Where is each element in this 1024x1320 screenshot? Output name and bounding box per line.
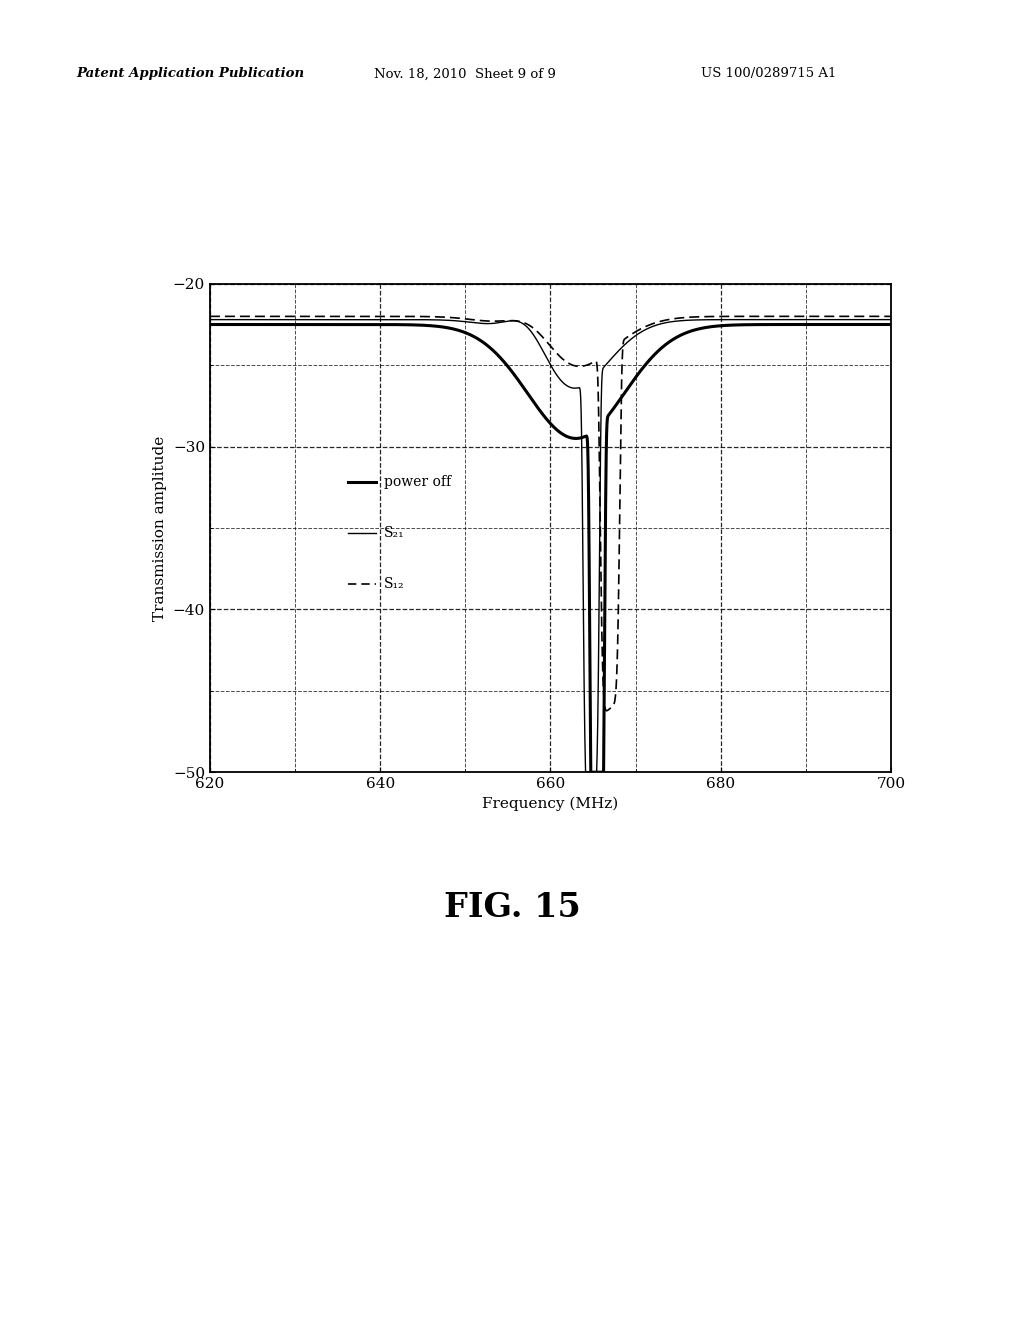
X-axis label: Frequency (MHz): Frequency (MHz)	[482, 796, 618, 810]
Text: Nov. 18, 2010  Sheet 9 of 9: Nov. 18, 2010 Sheet 9 of 9	[374, 67, 556, 81]
Text: power off: power off	[384, 475, 451, 488]
Text: FIG. 15: FIG. 15	[443, 891, 581, 924]
Text: S₁₂: S₁₂	[384, 577, 404, 591]
Text: Patent Application Publication: Patent Application Publication	[77, 67, 305, 81]
Text: US 100/0289715 A1: US 100/0289715 A1	[701, 67, 837, 81]
Y-axis label: Transmission amplitude: Transmission amplitude	[154, 436, 167, 620]
Text: S₂₁: S₂₁	[384, 525, 404, 540]
